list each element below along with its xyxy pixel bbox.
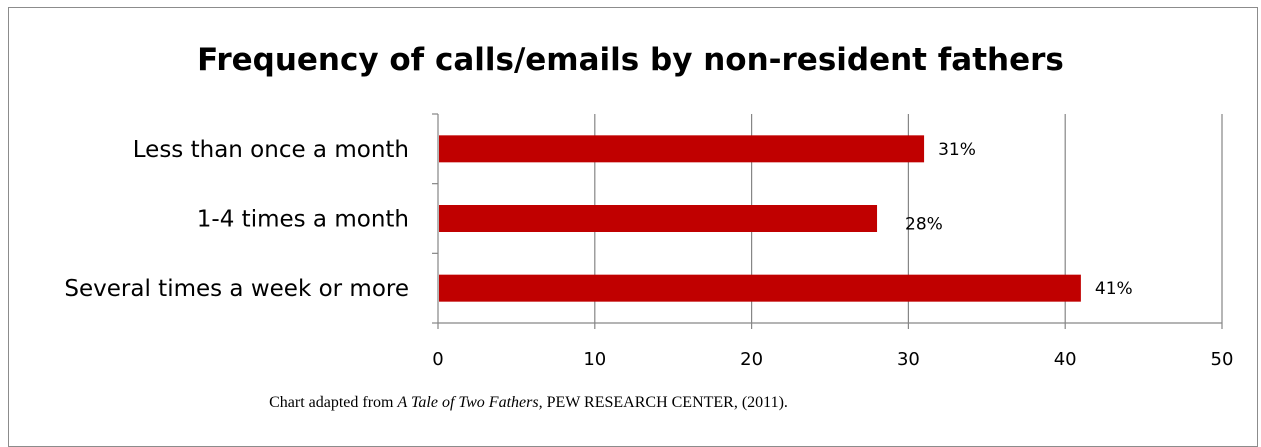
category-label: Several times a week or more: [64, 276, 409, 302]
caption-prefix: Chart adapted from: [269, 394, 398, 411]
x-tick-label: 40: [1054, 349, 1077, 370]
chart-caption: Chart adapted from A Tale of Two Fathers…: [0, 394, 1057, 412]
x-tick-label: 50: [1211, 349, 1234, 370]
x-tick-label: 0: [432, 349, 443, 370]
bar: [439, 205, 878, 232]
x-tick-label: 10: [583, 349, 606, 370]
chart-title: Frequency of calls/emails by non-residen…: [197, 42, 1064, 78]
data-label: 28%: [905, 215, 943, 235]
bar: [439, 274, 1081, 302]
category-label: 1-4 times a month: [197, 207, 409, 233]
data-label: 41%: [1095, 279, 1133, 299]
x-tick-label: 30: [897, 349, 920, 370]
category-label: Less than once a month: [133, 137, 409, 163]
caption-suffix: PEW RESEARCH CENTER, (2011).: [542, 394, 788, 411]
bar-chart: 0 10 20 30 40 50 Less than once a month 31% 1-4 …: [64, 113, 1234, 370]
data-label: 31%: [938, 140, 976, 160]
bar: [439, 135, 925, 163]
caption-source-title: A Tale of Two Fathers,: [397, 394, 543, 411]
x-tick-label: 20: [740, 349, 763, 370]
